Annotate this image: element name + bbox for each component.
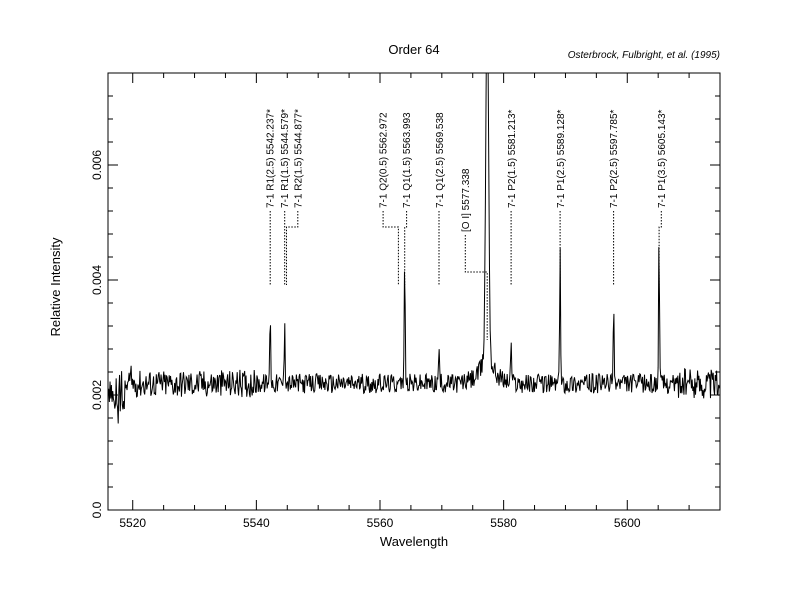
- line-annotation-label: 7-1 R1(2.5) 5542.237*: [266, 109, 277, 208]
- line-annotations: 7-1 R1(2.5) 5542.237* 7-1 R1(1.5) 5544.57…: [266, 109, 668, 340]
- line-annotation-label: 7-1 P1(3.5) 5605.143*: [657, 109, 668, 208]
- plot-border: [107, 72, 721, 511]
- spectrum-line: [108, 73, 720, 424]
- line-annotation-label: 7-1 Q1(2.5) 5569.538: [435, 112, 446, 208]
- line-annotation-leader: [286, 211, 299, 285]
- line-annotation-label: 7-1 P2(2.5) 5597.785*: [609, 109, 620, 208]
- line-annotation-label: [O I] 5577.338: [461, 168, 472, 232]
- x-tick-label: 5560: [367, 516, 394, 530]
- line-annotation-label: 7-1 Q1(1.5) 5563.993: [402, 112, 413, 208]
- x-tick-label: 5520: [119, 516, 146, 530]
- x-axis-label: Wavelength: [380, 534, 448, 549]
- line-annotation-label: 7-1 R1(1.5) 5544.579*: [280, 109, 291, 208]
- x-axis-ticks: [132, 73, 721, 510]
- y-axis-ticks: [108, 72, 720, 511]
- plot-frame: [107, 72, 721, 511]
- line-annotation-leader: [382, 211, 399, 285]
- x-axis-tick-labels: 5520 5540 5560 5580 5600: [119, 516, 641, 530]
- line-annotation-label: 7-1 P1(2.5) 5589.128*: [556, 109, 567, 208]
- y-tick-label: 0.002: [90, 380, 104, 410]
- line-annotation-leader: [464, 235, 488, 340]
- chart-title: Order 64: [388, 42, 439, 57]
- y-axis-tick-labels: 0.0 0.002 0.004 0.006: [90, 150, 104, 519]
- y-tick-label: 0.0: [90, 501, 104, 518]
- y-tick-label: 0.006: [90, 150, 104, 180]
- spectrum-series: [108, 73, 720, 424]
- line-annotation-label: 7-1 Q2(0.5) 5562.972: [379, 112, 390, 208]
- x-tick-label: 5580: [490, 516, 517, 530]
- line-annotation-label: 7-1 P2(1.5) 5581.213*: [507, 109, 518, 208]
- y-axis-label: Relative Intensity: [48, 237, 63, 336]
- x-tick-label: 5600: [614, 516, 641, 530]
- x-tick-label: 5540: [243, 516, 270, 530]
- line-annotation-label: 7-1 R2(1.5) 5544.877*: [293, 109, 304, 208]
- chart-attribution: Osterbrock, Fulbright, et al. (1995): [568, 50, 720, 61]
- y-tick-label: 0.004: [90, 265, 104, 295]
